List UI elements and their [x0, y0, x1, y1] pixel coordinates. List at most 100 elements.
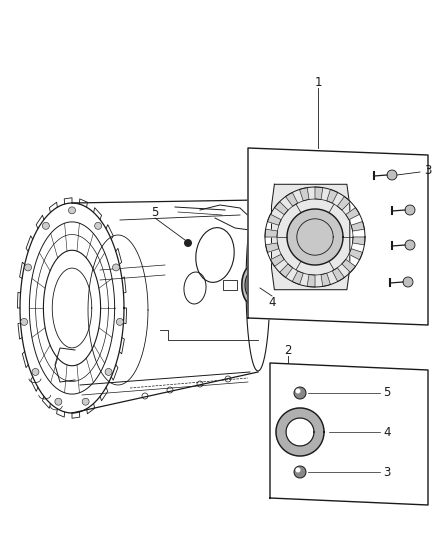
Polygon shape	[300, 446, 304, 456]
Polygon shape	[259, 292, 263, 298]
Polygon shape	[308, 412, 316, 422]
Polygon shape	[353, 237, 365, 245]
Polygon shape	[288, 444, 295, 454]
Polygon shape	[276, 430, 286, 434]
Polygon shape	[351, 222, 364, 231]
Polygon shape	[253, 298, 255, 305]
Polygon shape	[275, 201, 288, 215]
Polygon shape	[304, 445, 311, 455]
Polygon shape	[246, 295, 249, 302]
Polygon shape	[277, 421, 288, 427]
Polygon shape	[309, 414, 318, 423]
Circle shape	[403, 277, 413, 287]
Polygon shape	[251, 298, 253, 305]
Polygon shape	[294, 446, 299, 456]
Polygon shape	[291, 409, 297, 419]
Polygon shape	[243, 275, 246, 280]
Polygon shape	[247, 266, 250, 273]
Circle shape	[42, 222, 49, 229]
Text: 5: 5	[383, 386, 390, 400]
Polygon shape	[315, 187, 323, 199]
Polygon shape	[283, 413, 291, 422]
Circle shape	[25, 264, 32, 271]
Polygon shape	[247, 297, 250, 304]
Polygon shape	[249, 265, 251, 272]
Polygon shape	[261, 287, 264, 292]
Polygon shape	[242, 285, 245, 288]
Polygon shape	[254, 265, 257, 272]
Polygon shape	[306, 443, 314, 454]
Circle shape	[294, 466, 306, 478]
Polygon shape	[261, 281, 264, 285]
Polygon shape	[314, 425, 324, 430]
Polygon shape	[308, 442, 316, 452]
Polygon shape	[256, 297, 258, 304]
Polygon shape	[321, 273, 330, 286]
Text: 2: 2	[284, 343, 292, 357]
Circle shape	[105, 368, 112, 375]
Circle shape	[294, 387, 306, 399]
Polygon shape	[313, 422, 323, 428]
Text: 4: 4	[383, 425, 391, 439]
Circle shape	[405, 205, 415, 215]
Polygon shape	[279, 439, 289, 446]
Circle shape	[387, 170, 397, 180]
Polygon shape	[256, 266, 258, 273]
Polygon shape	[312, 419, 322, 426]
Polygon shape	[243, 272, 247, 278]
Polygon shape	[286, 192, 298, 206]
Circle shape	[113, 264, 120, 271]
Polygon shape	[291, 445, 297, 455]
Polygon shape	[312, 438, 322, 445]
Polygon shape	[276, 424, 287, 429]
Circle shape	[296, 467, 300, 472]
Polygon shape	[257, 268, 260, 274]
Polygon shape	[258, 270, 261, 276]
Circle shape	[32, 368, 39, 375]
Polygon shape	[297, 408, 301, 418]
Polygon shape	[265, 243, 279, 253]
Polygon shape	[294, 408, 299, 418]
Polygon shape	[243, 289, 246, 295]
Polygon shape	[300, 408, 304, 418]
Text: 3: 3	[383, 465, 390, 479]
Polygon shape	[260, 289, 264, 295]
Polygon shape	[261, 278, 264, 282]
Polygon shape	[346, 208, 360, 220]
Polygon shape	[304, 409, 311, 419]
Polygon shape	[314, 434, 324, 439]
Polygon shape	[302, 408, 307, 419]
Polygon shape	[261, 285, 264, 288]
Polygon shape	[277, 437, 288, 443]
Circle shape	[21, 318, 28, 326]
Polygon shape	[300, 188, 309, 201]
Circle shape	[55, 398, 62, 405]
Polygon shape	[292, 271, 303, 285]
Polygon shape	[259, 272, 263, 278]
Polygon shape	[342, 260, 356, 272]
Polygon shape	[243, 292, 247, 298]
Circle shape	[82, 398, 89, 405]
Polygon shape	[349, 249, 363, 260]
Polygon shape	[314, 432, 324, 435]
Polygon shape	[279, 264, 293, 278]
Polygon shape	[314, 429, 324, 432]
Polygon shape	[244, 270, 248, 276]
Polygon shape	[307, 274, 315, 287]
Polygon shape	[285, 411, 293, 421]
Polygon shape	[276, 427, 286, 431]
Polygon shape	[254, 298, 257, 305]
Circle shape	[117, 318, 124, 326]
Polygon shape	[327, 189, 338, 203]
Polygon shape	[306, 410, 314, 421]
Circle shape	[68, 207, 75, 214]
Circle shape	[287, 209, 343, 265]
Polygon shape	[302, 445, 307, 456]
Polygon shape	[268, 214, 281, 225]
Polygon shape	[270, 254, 284, 266]
Polygon shape	[272, 184, 350, 290]
Polygon shape	[297, 446, 301, 456]
Polygon shape	[276, 433, 286, 437]
Polygon shape	[285, 443, 293, 453]
Polygon shape	[283, 442, 291, 451]
